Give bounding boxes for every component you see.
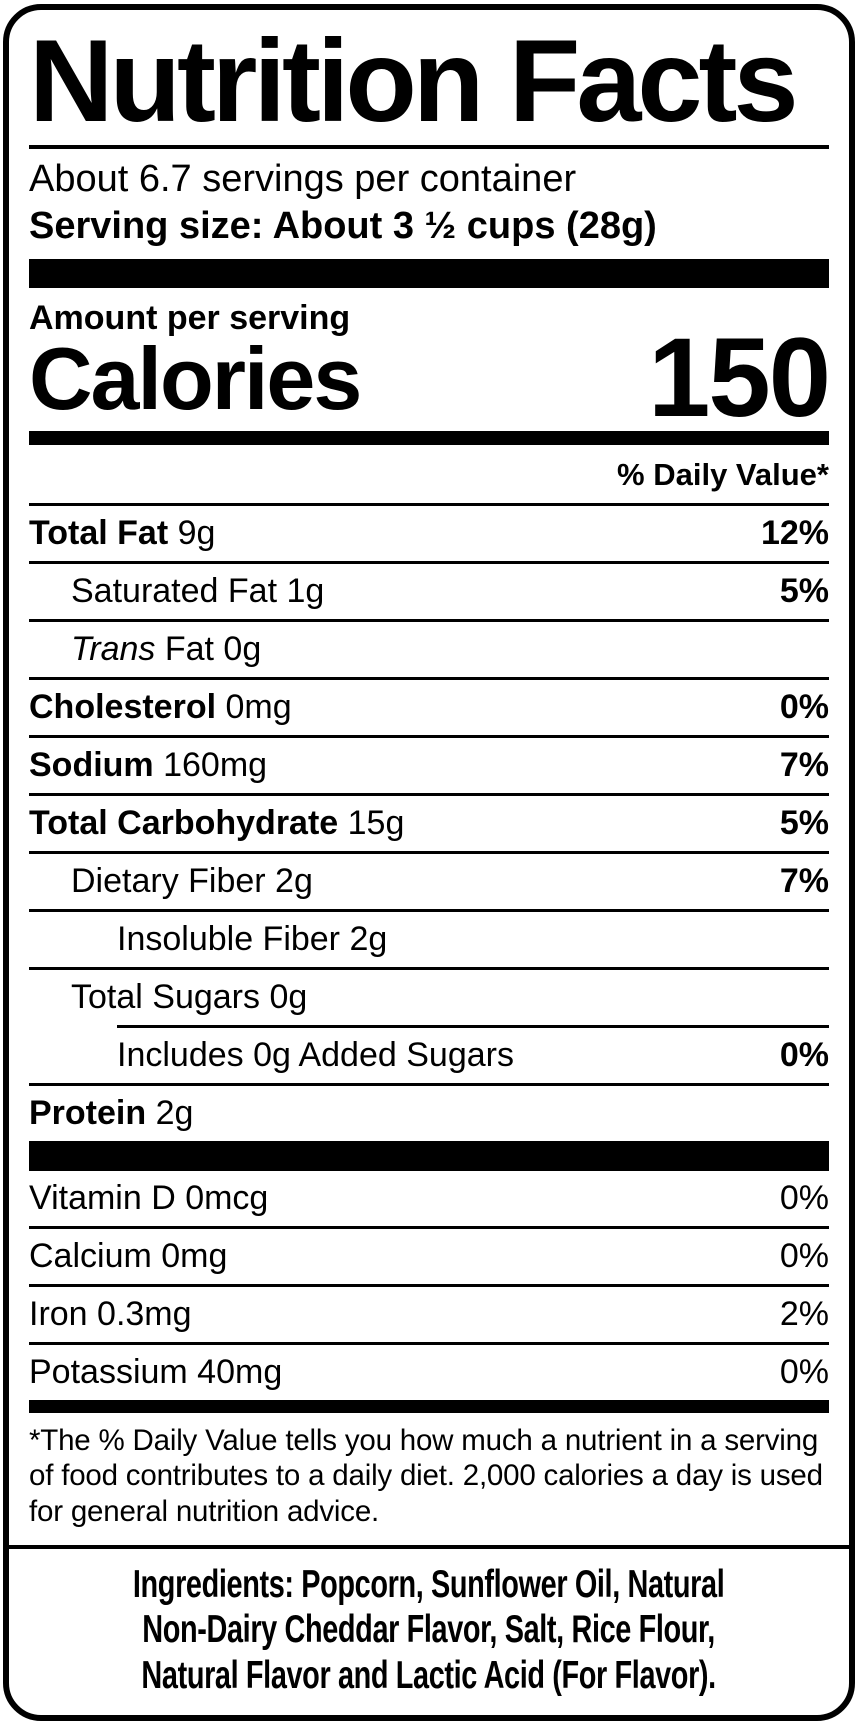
- row-separator: [29, 619, 829, 623]
- nutrient-row-trans-fat: Trans Fat 0g: [29, 622, 829, 677]
- row-separator: [29, 1342, 829, 1346]
- ingredients-text: Ingredients: Popcorn, Sunflower Oil, Nat…: [133, 1562, 725, 1699]
- nutrient-name: Dietary Fiber 2g: [29, 861, 313, 900]
- nutrient-name: Saturated Fat 1g: [29, 571, 325, 610]
- daily-value-header: % Daily Value*: [617, 457, 829, 493]
- daily-value-percent: 5%: [779, 571, 829, 610]
- serving-size: Serving size: About 3 ½ cups (28g): [29, 204, 657, 247]
- daily-value-footnote: *The % Daily Value tells you how much a …: [29, 1424, 823, 1528]
- nutrition-facts-panel: Nutrition Facts About 6.7 servings per c…: [9, 10, 849, 1543]
- nutrient-name-bold: Total Fat: [29, 513, 169, 552]
- ingredients-line: Ingredients: Popcorn, Sunflower Oil, Nat…: [133, 1562, 725, 1606]
- row-separator: [29, 561, 829, 565]
- nutrient-name-bold: Protein: [29, 1093, 147, 1132]
- daily-value-percent: 7%: [779, 745, 829, 784]
- nutrient-row-protein: Protein 2g: [29, 1086, 829, 1141]
- thick-divider-bar: [29, 259, 829, 289]
- nutrient-name: Sodium 160mg: [29, 745, 268, 784]
- row-separator: [29, 677, 829, 681]
- nutrient-amount: Fat 0g: [155, 629, 262, 668]
- nutrient-name-bold: Sodium: [29, 745, 154, 784]
- daily-value-percent: 0%: [779, 687, 829, 726]
- nutrient-name: Total Fat 9g: [29, 513, 216, 552]
- ingredients-section: Ingredients: Popcorn, Sunflower Oil, Nat…: [9, 1545, 849, 1715]
- vitamin-name: Calcium 0mg: [29, 1236, 228, 1275]
- vitamin-row-iron: Iron 0.3mg 2%: [29, 1287, 829, 1342]
- nutrient-name: Trans Fat 0g: [29, 629, 262, 668]
- nutrient-row-dietary-fiber: Dietary Fiber 2g 7%: [29, 854, 829, 909]
- nutrient-name: Protein 2g: [29, 1093, 194, 1132]
- row-separator: [29, 967, 829, 971]
- nutrient-row-insoluble-fiber: Insoluble Fiber 2g: [29, 912, 829, 967]
- nutrient-name: Cholesterol 0mg: [29, 687, 292, 726]
- nutrient-amount: Saturated Fat 1g: [71, 571, 325, 610]
- nutrient-name: Total Sugars 0g: [29, 977, 308, 1016]
- row-separator: [29, 503, 829, 507]
- thick-divider-bar: [29, 1141, 829, 1172]
- nutrient-name-italic: Trans: [71, 629, 156, 668]
- calories-row: Calories 150: [29, 315, 831, 441]
- vitamin-name: Iron 0.3mg: [29, 1294, 192, 1333]
- amount-per-serving-label: Amount per serving: [29, 299, 351, 338]
- nutrient-row-total-sugars: Total Sugars 0g: [29, 970, 829, 1025]
- daily-value-percent: 2%: [779, 1294, 829, 1333]
- label-title: Nutrition Facts: [29, 16, 829, 149]
- row-separator-indented: [117, 1025, 829, 1029]
- nutrient-row-saturated-fat: Saturated Fat 1g 5%: [29, 564, 829, 619]
- daily-value-percent: 0%: [779, 1035, 829, 1074]
- nutrient-row-sodium: Sodium 160mg 7%: [29, 738, 829, 793]
- nutrient-name: Includes 0g Added Sugars: [29, 1035, 514, 1074]
- nutrient-amount: Total Sugars 0g: [71, 977, 308, 1016]
- servings-per-container: About 6.7 servings per container: [29, 158, 577, 200]
- row-separator: [29, 1083, 829, 1087]
- nutrient-amount: 160mg: [153, 745, 268, 784]
- nutrient-name-bold: Cholesterol: [29, 687, 217, 726]
- nutrient-row-total-fat: Total Fat 9g 12%: [29, 506, 829, 561]
- nutrient-name: Total Carbohydrate 15g: [29, 803, 405, 842]
- daily-value-percent: 0%: [779, 1352, 829, 1391]
- nutrient-amount: 2g: [146, 1093, 194, 1132]
- calories-label: Calories: [29, 329, 362, 429]
- row-separator: [29, 1284, 829, 1288]
- row-separator: [29, 735, 829, 739]
- nutrient-amount: Includes 0g Added Sugars: [117, 1035, 514, 1074]
- nutrient-row-added-sugars: Includes 0g Added Sugars 0%: [29, 1028, 829, 1083]
- nutrient-amount: Dietary Fiber 2g: [71, 861, 313, 900]
- ingredients-line: Non-Dairy Cheddar Flavor, Salt, Rice Flo…: [142, 1608, 716, 1652]
- calories-value: 150: [648, 315, 831, 441]
- nutrient-amount: 15g: [338, 803, 405, 842]
- nutrition-facts-label: Nutrition Facts About 6.7 servings per c…: [3, 4, 855, 1721]
- nutrient-amount: Insoluble Fiber 2g: [117, 919, 388, 958]
- daily-value-percent: 7%: [779, 861, 829, 900]
- vitamin-row-potassium: Potassium 40mg 0%: [29, 1345, 829, 1400]
- nutrient-name-bold: Total Carbohydrate: [29, 803, 339, 842]
- row-separator: [29, 909, 829, 913]
- medium-divider-bar: [29, 1400, 829, 1414]
- vitamin-name: Potassium 40mg: [29, 1352, 283, 1391]
- daily-value-percent: 5%: [779, 803, 829, 842]
- row-separator: [29, 793, 829, 797]
- medium-divider-bar: [29, 431, 829, 446]
- vitamin-row-calcium: Calcium 0mg 0%: [29, 1229, 829, 1284]
- daily-value-percent: 0%: [779, 1178, 829, 1217]
- ingredients-line: Natural Flavor and Lactic Acid (For Flav…: [141, 1653, 717, 1697]
- nutrient-amount: 9g: [168, 513, 216, 552]
- row-separator: [29, 1226, 829, 1230]
- daily-value-percent: 12%: [760, 513, 829, 552]
- daily-value-percent: 0%: [779, 1236, 829, 1275]
- nutrient-row-total-carbohydrate: Total Carbohydrate 15g 5%: [29, 796, 829, 851]
- nutrient-name: Insoluble Fiber 2g: [29, 919, 388, 958]
- nutrient-amount: 0mg: [216, 687, 292, 726]
- vitamin-name: Vitamin D 0mcg: [29, 1178, 269, 1217]
- vitamin-row-vitamin-d: Vitamin D 0mcg 0%: [29, 1171, 829, 1226]
- row-separator: [29, 851, 829, 855]
- nutrient-row-cholesterol: Cholesterol 0mg 0%: [29, 680, 829, 735]
